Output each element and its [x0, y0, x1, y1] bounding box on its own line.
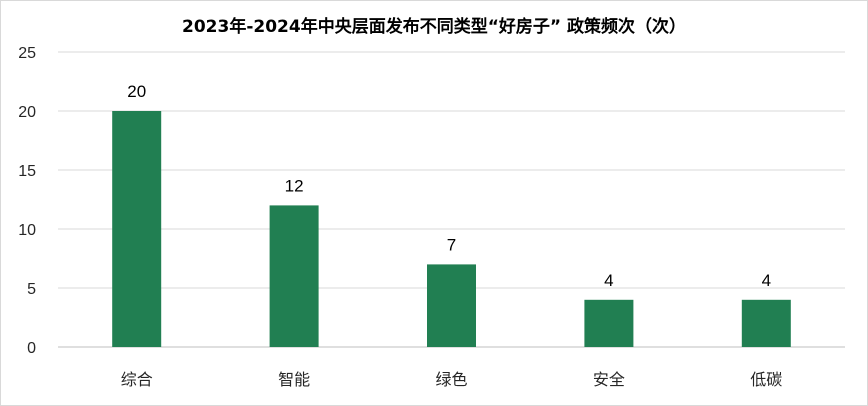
- bar: [584, 299, 634, 347]
- bars: [112, 111, 791, 347]
- y-tick-label: 0: [27, 340, 36, 357]
- x-axis-category-labels: 综合 智能 绿色 安全 低碳: [121, 370, 783, 389]
- y-tick-label: 5: [27, 281, 36, 298]
- x-category-label: 安全: [593, 370, 625, 389]
- y-tick-label: 10: [18, 222, 36, 239]
- data-label: 4: [762, 271, 771, 290]
- data-label: 12: [285, 176, 304, 195]
- data-label: 20: [127, 82, 146, 101]
- bar: [741, 299, 791, 347]
- y-axis-tick-labels: 0 5 10 15 20 25: [18, 45, 36, 357]
- x-category-label: 低碳: [750, 370, 782, 389]
- data-label: 7: [447, 235, 456, 254]
- x-category-label: 智能: [278, 370, 310, 389]
- y-tick-label: 25: [18, 45, 36, 62]
- y-tick-label: 15: [18, 163, 36, 180]
- y-tick-label: 20: [18, 104, 36, 121]
- data-labels: 20 12 7 4 4: [127, 82, 771, 290]
- bar: [269, 205, 319, 347]
- bar: [112, 111, 162, 347]
- x-category-label: 综合: [121, 370, 153, 389]
- bar: [427, 264, 476, 347]
- chart-title: 2023年-2024年中央层面发布不同类型“好房子” 政策频次（次）: [182, 17, 686, 37]
- data-label: 4: [604, 271, 613, 290]
- x-category-label: 绿色: [435, 370, 467, 389]
